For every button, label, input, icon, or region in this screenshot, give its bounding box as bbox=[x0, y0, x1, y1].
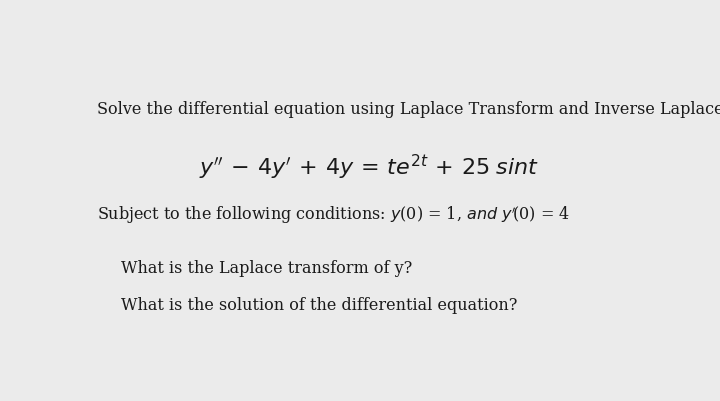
Text: $\mathbf{\mathit{y'' \,-\, 4y' \,+\, 4y \,=\, te^{2t} \,+\, 25\;sint}}$: $\mathbf{\mathit{y'' \,-\, 4y' \,+\, 4y … bbox=[199, 152, 539, 182]
Text: Solve the differential equation using Laplace Transform and Inverse Laplace tran: Solve the differential equation using La… bbox=[97, 101, 720, 118]
Text: Subject to the following conditions: $\mathit{y}$(0) = 1, $\mathbf{\mathit{and}}: Subject to the following conditions: $\m… bbox=[97, 204, 570, 225]
Text: What is the solution of the differential equation?: What is the solution of the differential… bbox=[121, 298, 517, 314]
Text: What is the Laplace transform of y?: What is the Laplace transform of y? bbox=[121, 260, 412, 277]
